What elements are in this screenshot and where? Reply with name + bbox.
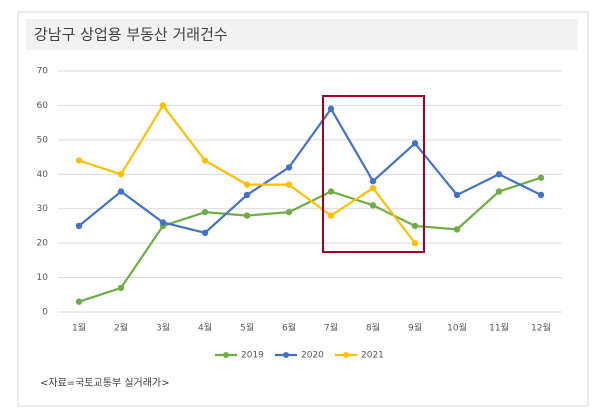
data-point xyxy=(75,298,83,305)
data-point xyxy=(285,181,293,188)
x-tick-label: 10월 xyxy=(447,322,467,334)
data-point xyxy=(369,184,377,192)
data-point xyxy=(327,212,335,219)
legend-label: 2019 xyxy=(241,351,264,361)
data-point xyxy=(159,219,167,226)
y-tick-label: 70 xyxy=(37,67,49,77)
data-point xyxy=(327,188,335,195)
data-point xyxy=(537,191,545,199)
data-point xyxy=(243,181,251,188)
series-line xyxy=(78,107,542,234)
data-point xyxy=(285,208,293,216)
x-tick-label: 2월 xyxy=(114,322,128,334)
data-point xyxy=(369,202,377,209)
data-point xyxy=(327,105,335,113)
x-tick-label: 9월 xyxy=(408,322,422,334)
x-tick-label: 12월 xyxy=(531,322,551,334)
legend-label: 2020 xyxy=(301,351,324,361)
data-point xyxy=(453,226,461,233)
y-tick-label: 50 xyxy=(37,135,49,145)
legend-marker xyxy=(223,352,229,358)
x-tick-label: 5월 xyxy=(240,322,254,334)
x-tick-label: 7월 xyxy=(324,322,338,334)
x-tick-label: 1월 xyxy=(72,322,86,334)
x-tick-label: 8월 xyxy=(366,322,380,334)
legend-label: 2021 xyxy=(361,351,384,361)
data-point xyxy=(117,188,125,195)
data-point xyxy=(453,191,461,199)
data-point xyxy=(369,177,377,185)
legend-marker xyxy=(343,352,349,358)
y-tick-label: 60 xyxy=(37,101,49,111)
y-tick-label: 10 xyxy=(37,273,49,283)
data-point xyxy=(285,164,293,171)
chart-title: 강남구 상업용 부동산 거래건수 xyxy=(34,26,228,44)
legend-marker xyxy=(283,352,289,358)
x-tick-label: 11월 xyxy=(489,322,509,334)
source-note: <자료=국토교통부 실거래가> xyxy=(40,377,170,389)
data-point xyxy=(411,140,419,147)
title-band xyxy=(26,19,578,50)
y-tick-label: 0 xyxy=(42,308,48,318)
x-tick-label: 6월 xyxy=(282,322,296,334)
data-point xyxy=(411,222,419,230)
data-point xyxy=(117,171,125,178)
data-point xyxy=(243,191,251,199)
data-point xyxy=(243,212,251,219)
data-point xyxy=(201,157,209,164)
data-point xyxy=(201,229,209,237)
highlight-box xyxy=(322,95,425,253)
data-point xyxy=(495,188,503,195)
data-point xyxy=(201,208,209,216)
x-tick-label: 3월 xyxy=(156,322,170,334)
y-tick-label: 40 xyxy=(37,170,49,180)
series-line xyxy=(78,176,542,303)
data-point xyxy=(495,171,503,178)
data-point xyxy=(537,174,545,181)
y-tick-label: 20 xyxy=(37,239,49,249)
data-point xyxy=(159,102,167,109)
x-tick-label: 4월 xyxy=(198,322,212,334)
data-point xyxy=(117,284,125,292)
data-point xyxy=(411,239,419,247)
y-tick-label: 30 xyxy=(37,204,49,214)
data-point xyxy=(75,157,83,164)
data-point xyxy=(75,222,83,230)
